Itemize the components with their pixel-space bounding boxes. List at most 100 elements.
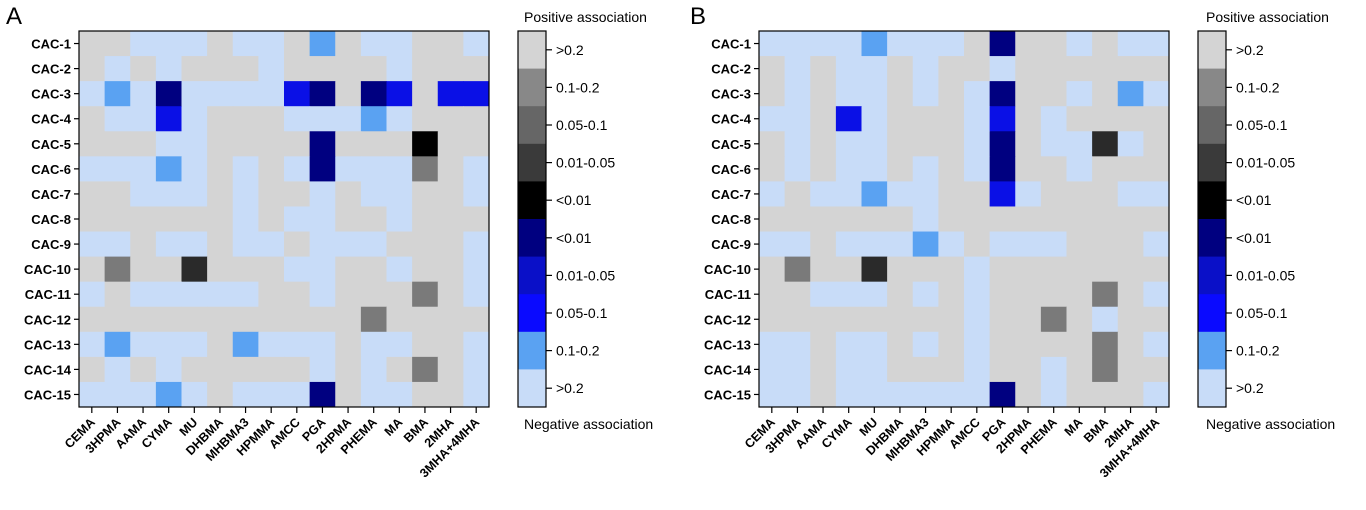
heatmap-cell (386, 131, 413, 157)
heatmap-cell (964, 31, 991, 57)
legend-frame (1197, 30, 1227, 408)
heatmap-cell (386, 231, 413, 258)
heatmap-cell (284, 231, 311, 258)
heatmap-cell (835, 331, 863, 358)
heatmap-cell (1015, 31, 1042, 57)
heatmap-cell (309, 206, 336, 233)
heatmap-cell (989, 256, 1016, 283)
heatmap-cell (861, 381, 888, 408)
heatmap-cell (79, 181, 106, 207)
heatmap-cell (938, 56, 965, 82)
heatmap-cell (964, 81, 991, 107)
row-label: CAC-9 (31, 237, 71, 252)
row-label: CAC-5 (711, 137, 751, 152)
heatmap-cell (232, 306, 259, 333)
heatmap-cell (1117, 381, 1144, 408)
heatmap-cell (1015, 206, 1042, 233)
heatmap-cell (412, 181, 439, 207)
heatmap-cell (759, 181, 786, 207)
heatmap-cell (386, 381, 413, 408)
heatmap-cell (181, 381, 208, 408)
heatmap-cell (784, 381, 811, 408)
heatmap-cell (887, 81, 914, 107)
heatmap-cell (437, 256, 464, 283)
heatmap-cell (437, 131, 464, 157)
heatmap-cell (130, 306, 157, 333)
heatmap-cell (912, 131, 939, 157)
heatmap-cell (759, 231, 786, 258)
heatmap-cell (207, 156, 234, 182)
heatmap-cell (938, 231, 965, 258)
heatmap-cell (437, 56, 464, 82)
heatmap-cell (1015, 331, 1042, 358)
heatmap-cell (1040, 356, 1068, 383)
heatmap-cell (1066, 356, 1093, 383)
row-label: CAC-10 (704, 262, 751, 277)
heatmap-cell (1040, 206, 1068, 233)
heatmap-cell (964, 181, 991, 207)
heatmap-cell (759, 306, 786, 333)
heatmap-cell (258, 56, 285, 82)
heatmap-cell (232, 381, 259, 408)
heatmap-cell (232, 106, 259, 132)
heatmap-cell (1066, 81, 1093, 107)
heatmap-cell (412, 381, 439, 408)
heatmap-cell (784, 281, 811, 308)
heatmap-cell (861, 331, 888, 358)
heatmap-cell (335, 256, 362, 283)
heatmap-cell (1092, 81, 1119, 107)
heatmap-cell (1015, 356, 1042, 383)
heatmap-cell (759, 206, 786, 233)
heatmap-cell (861, 256, 888, 283)
heatmap-cell (130, 156, 157, 182)
heatmap-cell (1143, 206, 1170, 233)
heatmap-cell (912, 231, 939, 258)
heatmap-cell (412, 231, 439, 258)
legend-swatch (518, 369, 546, 408)
heatmap-cell (1066, 31, 1093, 57)
legend-swatch (1198, 256, 1226, 295)
heatmap-cell (104, 106, 131, 132)
heatmap-cell (989, 181, 1016, 207)
heatmap-cell (810, 81, 837, 107)
heatmap-cell (360, 56, 388, 82)
heatmap-cell (309, 231, 336, 258)
heatmap-cell (79, 381, 106, 408)
row-label: CAC-3 (31, 87, 71, 102)
heatmap-cell (155, 231, 183, 258)
heatmap-cell (1040, 381, 1068, 408)
legend-entry-label: <0.01 (556, 230, 592, 246)
heatmap-cell (284, 56, 311, 82)
heatmap-cell (759, 381, 786, 408)
heatmap-cell (989, 81, 1016, 107)
heatmap-cell (360, 206, 388, 233)
heatmap-cell (1066, 181, 1093, 207)
heatmap-cell (335, 56, 362, 82)
heatmap-cell (784, 206, 811, 233)
heatmap-cell (989, 356, 1016, 383)
heatmap-cell (1015, 156, 1042, 182)
heatmap-cell (437, 356, 464, 383)
heatmap-cell (360, 381, 388, 408)
heatmap-cell (437, 81, 464, 107)
heatmap-cell (835, 56, 863, 82)
heatmap-cell (437, 306, 464, 333)
heatmap-cell (887, 156, 914, 182)
heatmap-cell (258, 181, 285, 207)
heatmap-cell (437, 331, 464, 358)
legend-swatch (518, 181, 546, 220)
heatmap-cell (784, 131, 811, 157)
heatmap-cell (284, 331, 311, 358)
heatmap-cell (989, 281, 1016, 308)
heatmap-cell (207, 31, 234, 57)
heatmap-cell (784, 156, 811, 182)
heatmap-cell (258, 131, 285, 157)
heatmap-cell (964, 206, 991, 233)
heatmap-cell (284, 31, 311, 57)
heatmap-cell (284, 131, 311, 157)
row-label: CAC-6 (31, 162, 71, 177)
heatmap-cell (938, 106, 965, 132)
heatmap-cell (912, 281, 939, 308)
heatmap-cell (463, 381, 490, 408)
heatmap-cell (412, 81, 439, 107)
